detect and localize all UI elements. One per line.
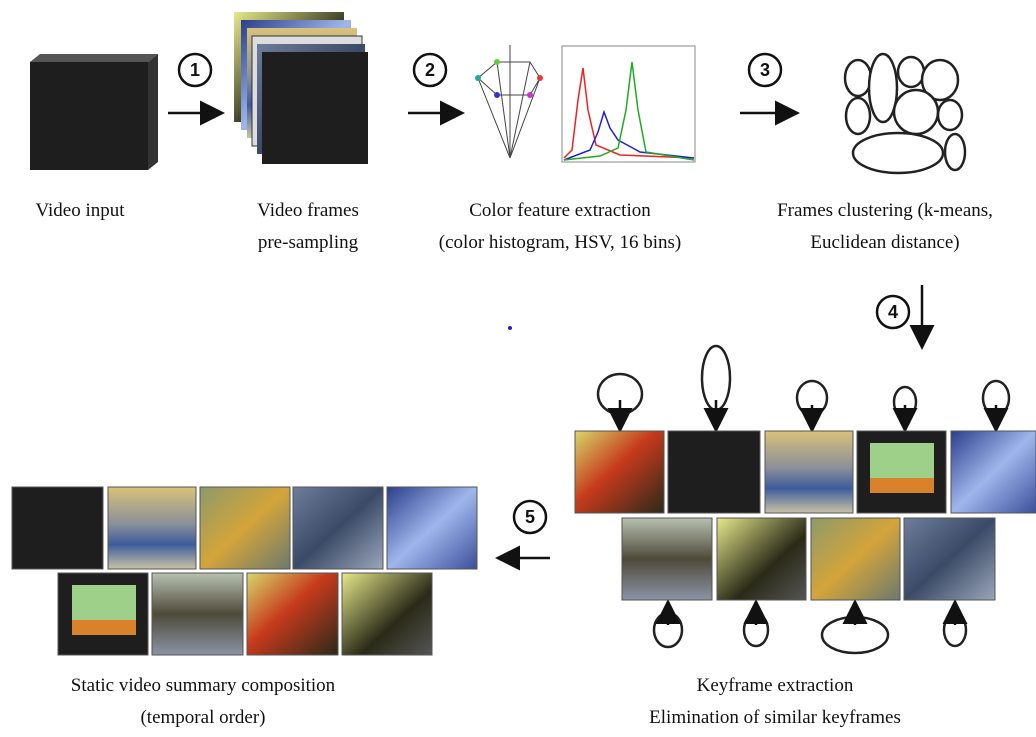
step-number: 4 (888, 302, 898, 322)
step-badge (747, 52, 783, 88)
caption: Keyframe extraction (697, 675, 854, 696)
keyframes (574, 430, 1036, 601)
step-badge (875, 294, 911, 330)
summary-frames (11, 486, 478, 656)
histogram-icon (561, 45, 696, 163)
hsv-cone (475, 45, 543, 159)
caption: Frames clustering (k-means, (777, 200, 993, 221)
caption: Color feature extraction (469, 200, 651, 221)
dot (508, 326, 512, 330)
step-number: 5 (525, 507, 535, 527)
caption: Static video summary composition (71, 675, 336, 696)
video-input-icon (30, 54, 158, 170)
step-badge (177, 52, 213, 88)
caption: (temporal order) (140, 707, 265, 728)
caption: Video frames (257, 200, 359, 221)
frame-stack (234, 12, 368, 164)
keyframe-clusters (596, 344, 1011, 655)
caption: pre-sampling (258, 232, 359, 253)
step-badge (512, 499, 548, 535)
step-badge (412, 52, 448, 88)
caption: (color histogram, HSV, 16 bins) (439, 232, 681, 253)
caption: Elimination of similar keyframes (649, 707, 901, 728)
step-number: 3 (760, 60, 770, 80)
caption: Euclidean distance) (810, 232, 959, 253)
step-number: 1 (190, 60, 200, 80)
step-number: 2 (425, 60, 435, 80)
caption: Video input (35, 200, 125, 221)
clusters-icon (843, 52, 967, 175)
